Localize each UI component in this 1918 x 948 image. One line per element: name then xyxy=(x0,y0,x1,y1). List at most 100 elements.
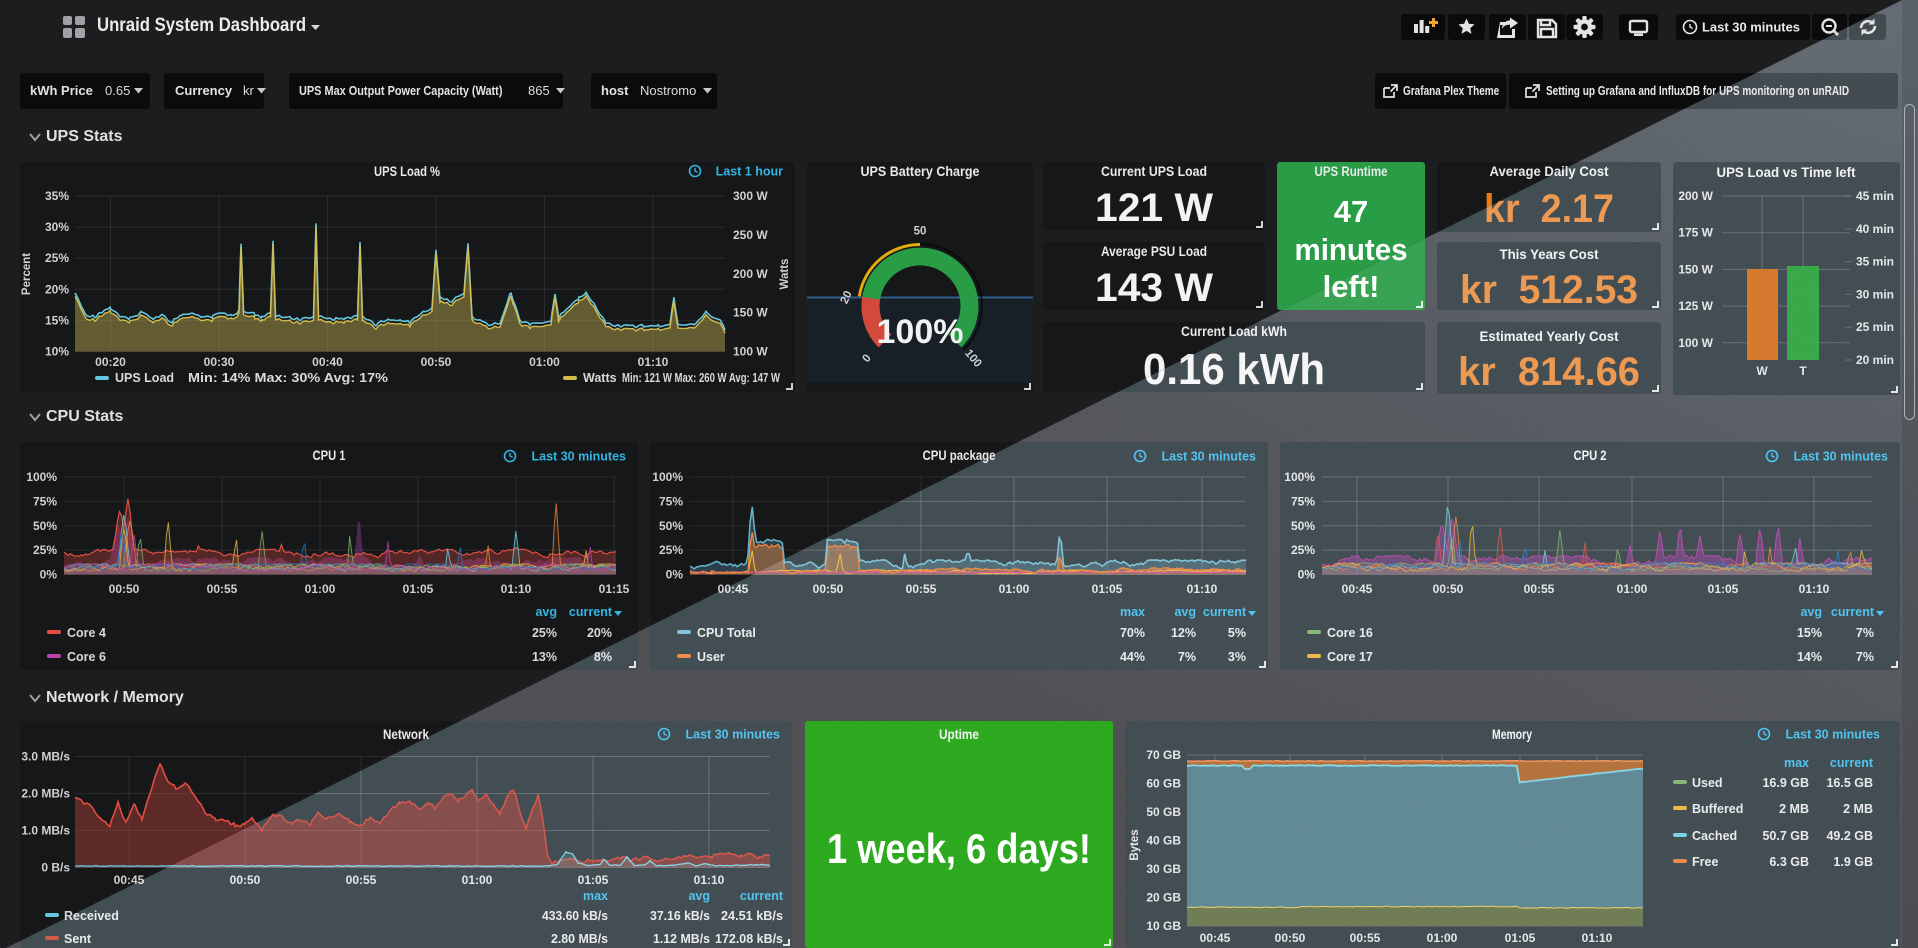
svg-text:current: current xyxy=(740,889,784,903)
svg-text:Min: 121 W Max: 260 W Avg: 147: Min: 121 W Max: 260 W Avg: 147 W xyxy=(622,371,780,385)
svg-text:avg: avg xyxy=(688,889,710,903)
svg-text:30 min: 30 min xyxy=(1856,287,1894,301)
svg-text:44%: 44% xyxy=(1120,650,1145,664)
svg-text:1.12 MB/s: 1.12 MB/s xyxy=(653,932,710,946)
svg-text:50%: 50% xyxy=(33,519,57,533)
svg-text:40 GB: 40 GB xyxy=(1146,834,1181,848)
svg-text:01:10: 01:10 xyxy=(501,582,532,596)
svg-text:Sent: Sent xyxy=(64,932,92,946)
svg-text:W: W xyxy=(1756,364,1768,378)
svg-text:14%: 14% xyxy=(1797,650,1822,664)
svg-text:00:30: 00:30 xyxy=(204,355,235,369)
svg-text:10%: 10% xyxy=(45,345,69,359)
svg-text:1 week, 6 days!: 1 week, 6 days! xyxy=(827,825,1091,872)
svg-text:Last 30 minutes: Last 30 minutes xyxy=(1162,450,1257,464)
svg-text:Last 30 minutes: Last 30 minutes xyxy=(1786,728,1881,742)
svg-text:100%: 100% xyxy=(652,470,683,484)
svg-text:50 GB: 50 GB xyxy=(1146,805,1181,819)
svg-text:250 W: 250 W xyxy=(733,228,768,242)
svg-text:16.5 GB: 16.5 GB xyxy=(1826,776,1873,790)
svg-text:200 W: 200 W xyxy=(733,267,768,281)
svg-text:01:10: 01:10 xyxy=(1187,582,1218,596)
svg-text:150 W: 150 W xyxy=(733,306,768,320)
svg-text:100 W: 100 W xyxy=(733,345,768,359)
svg-text:175 W: 175 W xyxy=(1678,226,1713,240)
svg-text:50%: 50% xyxy=(1291,519,1315,533)
svg-text:1.0 MB/s: 1.0 MB/s xyxy=(21,824,70,838)
svg-text:70 GB: 70 GB xyxy=(1146,748,1181,762)
svg-text:00:50: 00:50 xyxy=(1275,931,1306,945)
svg-text:5%: 5% xyxy=(1228,626,1246,640)
svg-text:0%: 0% xyxy=(40,568,58,582)
svg-text:125 W: 125 W xyxy=(1678,299,1713,313)
svg-text:7%: 7% xyxy=(1856,626,1874,640)
svg-text:Min: 14% Max: 30% Avg: 17%: Min: 14% Max: 30% Avg: 17% xyxy=(188,371,388,385)
svg-text:10 GB: 10 GB xyxy=(1146,919,1181,933)
svg-text:This Years Cost: This Years Cost xyxy=(1500,247,1599,262)
svg-text:01:10: 01:10 xyxy=(1582,931,1613,945)
svg-text:00:55: 00:55 xyxy=(1524,582,1555,596)
svg-text:100 W: 100 W xyxy=(1678,336,1713,350)
svg-text:max: max xyxy=(1120,605,1145,619)
svg-text:current: current xyxy=(1830,756,1874,770)
svg-text:UPS Load: UPS Load xyxy=(115,371,174,385)
svg-text:Percent: Percent xyxy=(21,253,33,295)
svg-text:7%: 7% xyxy=(1856,650,1874,664)
svg-text:Last 30 minutes: Last 30 minutes xyxy=(686,728,781,742)
svg-text:75%: 75% xyxy=(1291,494,1315,508)
svg-text:Average PSU Load: Average PSU Load xyxy=(1101,244,1207,259)
svg-text:UPS Runtime: UPS Runtime xyxy=(1315,164,1388,179)
svg-text:0 B/s: 0 B/s xyxy=(41,861,70,875)
svg-text:433.60 kB/s: 433.60 kB/s xyxy=(542,909,608,923)
svg-text:15%: 15% xyxy=(1797,626,1822,640)
svg-text:01:05: 01:05 xyxy=(578,873,609,887)
svg-text:75%: 75% xyxy=(659,494,683,508)
svg-text:Last 30 minutes: Last 30 minutes xyxy=(1794,450,1889,464)
svg-text:current: current xyxy=(1831,605,1875,619)
svg-text:12%: 12% xyxy=(1171,626,1196,640)
svg-text:00:45: 00:45 xyxy=(1342,582,1373,596)
svg-text:00:20: 00:20 xyxy=(95,355,126,369)
svg-text:UPS Load vs Time left: UPS Load vs Time left xyxy=(1717,165,1856,180)
svg-text:7%: 7% xyxy=(1178,650,1196,664)
svg-text:3%: 3% xyxy=(1228,650,1246,664)
svg-text:00:45: 00:45 xyxy=(1200,931,1231,945)
svg-text:01:10: 01:10 xyxy=(638,355,669,369)
svg-text:45 min: 45 min xyxy=(1856,189,1894,203)
svg-text:Current UPS Load: Current UPS Load xyxy=(1101,164,1207,179)
svg-text:40 min: 40 min xyxy=(1856,222,1894,236)
svg-text:Estimated Yearly Cost: Estimated Yearly Cost xyxy=(1480,329,1619,344)
svg-text:70%: 70% xyxy=(1120,626,1145,640)
svg-text:50: 50 xyxy=(914,226,927,238)
svg-text:00:55: 00:55 xyxy=(346,873,377,887)
svg-text:01:05: 01:05 xyxy=(1092,582,1123,596)
svg-text:Bytes: Bytes xyxy=(1129,829,1141,860)
svg-text:25 min: 25 min xyxy=(1856,320,1894,334)
svg-text:100%: 100% xyxy=(26,470,57,484)
svg-text:0%: 0% xyxy=(666,568,684,582)
svg-text:20%: 20% xyxy=(45,282,69,296)
svg-text:Last 30 minutes: Last 30 minutes xyxy=(1702,20,1800,35)
svg-text:00:55: 00:55 xyxy=(1350,931,1381,945)
svg-text:30%: 30% xyxy=(45,220,69,234)
svg-text:01:05: 01:05 xyxy=(1505,931,1536,945)
svg-text:1.9 GB: 1.9 GB xyxy=(1833,855,1873,869)
svg-text:00:50: 00:50 xyxy=(1433,582,1464,596)
svg-text:CPU Total: CPU Total xyxy=(697,626,756,640)
svg-text:00:50: 00:50 xyxy=(813,582,844,596)
svg-text:T: T xyxy=(1799,364,1807,378)
svg-text:100%: 100% xyxy=(1284,470,1315,484)
svg-text:Free: Free xyxy=(1692,855,1718,869)
svg-text:Watts: Watts xyxy=(779,259,791,290)
svg-text:kr 512.53: kr 512.53 xyxy=(1460,268,1638,312)
svg-text:01:00: 01:00 xyxy=(999,582,1030,596)
svg-text:Uptime: Uptime xyxy=(939,727,979,742)
svg-text:01:05: 01:05 xyxy=(1708,582,1739,596)
svg-text:121 W: 121 W xyxy=(1095,186,1213,230)
svg-text:25%: 25% xyxy=(532,626,557,640)
svg-text:UPS Load %: UPS Load % xyxy=(374,164,440,179)
svg-text:Cached: Cached xyxy=(1692,829,1737,843)
svg-text:20 GB: 20 GB xyxy=(1146,891,1181,905)
svg-text:current: current xyxy=(1203,605,1247,619)
svg-text:kr 814.66: kr 814.66 xyxy=(1458,350,1640,394)
